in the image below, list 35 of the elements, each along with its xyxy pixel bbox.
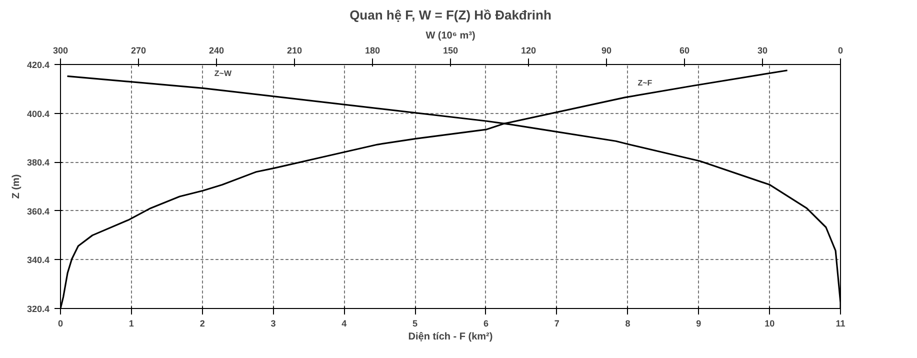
y-tick-label: 420.4 — [26, 60, 50, 70]
x2-tick-label: 0 — [838, 46, 844, 56]
x2-axis-title: W (10⁶ m³) — [426, 30, 476, 42]
x-tick-label: 4 — [342, 318, 347, 328]
x-tick-label: 3 — [270, 318, 276, 328]
x2-tick-label: 300 — [52, 46, 68, 56]
y-tick-label: 360.4 — [26, 206, 50, 216]
x2-tick-label: 180 — [364, 46, 380, 56]
x2-tick-label: 240 — [208, 46, 224, 56]
x2-tick-label: 120 — [520, 46, 536, 56]
x-tick-label: 5 — [412, 318, 418, 328]
x-tick-label: 10 — [764, 318, 775, 328]
y-tick-label: 400.4 — [26, 108, 50, 119]
y-tick-label: 380.4 — [26, 158, 50, 168]
legend-label: Z~W — [214, 69, 232, 78]
x2-tick-label: 270 — [130, 46, 146, 56]
x-tick-label: 7 — [554, 318, 560, 328]
x2-tick-label: 90 — [601, 46, 612, 56]
y-tick-label: 340.4 — [26, 255, 50, 266]
x-tick-label: 2 — [200, 318, 205, 328]
x-tick-label: 1 — [128, 318, 134, 328]
chart-title: Quan hệ F, W = F(Z) Hồ Đakđrinh — [350, 8, 552, 22]
x-tick-label: 8 — [625, 318, 630, 328]
x2-tick-label: 30 — [757, 46, 768, 56]
x-tick-label: 11 — [836, 318, 846, 328]
series-label: Z~F — [638, 78, 652, 88]
y-axis-title: Z (m) — [10, 174, 22, 199]
x-axis-title: Diện tích - F (km²) — [408, 332, 493, 342]
x2-tick-label: 150 — [442, 46, 458, 56]
x2-tick-label: 210 — [286, 46, 302, 56]
x-tick-label: 9 — [696, 318, 702, 328]
x-tick-label: 0 — [58, 318, 64, 328]
y-tick-label: 320.4 — [26, 304, 50, 314]
x2-tick-label: 60 — [679, 46, 690, 56]
x-tick-label: 6 — [483, 318, 488, 328]
